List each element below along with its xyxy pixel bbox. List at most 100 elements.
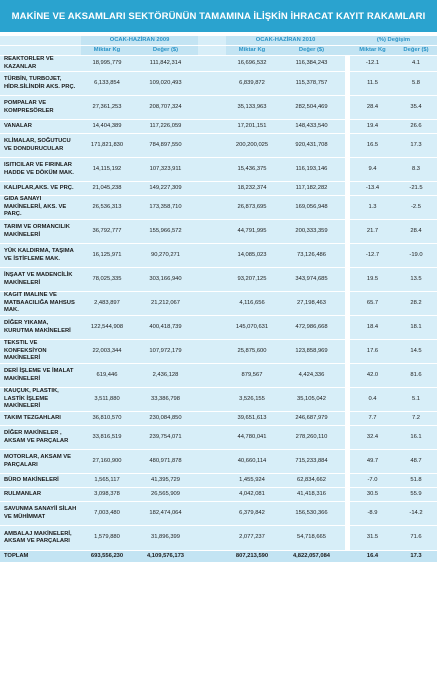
cell-v09: 117,226,059 [133,119,198,134]
cell-v09: 173,358,710 [133,195,198,220]
cell-dq: -13.4 [350,181,395,196]
cell-dq: 9.4 [350,157,395,182]
cell-v10: 278,260,110 [278,425,345,450]
cell-v10: 472,986,668 [278,315,345,340]
table-row: TAKIM TEZGAHLARI 36,810,570 230,084,850 39,… [0,411,437,426]
cell-v09: 208,707,324 [133,95,198,120]
cell-q09: 6,133,854 [81,71,133,96]
cell-dq: 17.6 [350,339,395,364]
cell-dv: 28.2 [395,291,437,316]
cell-q09: 122,544,908 [81,315,133,340]
cell-dv: 71.6 [395,525,437,551]
cell-dv: 48.7 [395,449,437,474]
cell-v09: 480,971,878 [133,449,198,474]
cell-q09: 22,003,344 [81,339,133,364]
cell-v09: 26,565,909 [133,487,198,502]
cell-v09: 41,395,729 [133,473,198,488]
header-period-2009: OCAK-HAZİRAN 2009 [81,36,198,46]
cell-dv: 8.3 [395,157,437,182]
row-label: DİĞER MAKİNELER , AKSAM VE PARÇALAR [0,425,81,450]
cell-dv: 26.6 [395,119,437,134]
cell-q09: 21,045,238 [81,181,133,196]
cell-q09: 619,446 [81,363,133,388]
header-row-periods: OCAK-HAZİRAN 2009 OCAK-HAZİRAN 2010 (%) … [0,36,437,46]
cell-dv: 4.1 [395,55,437,72]
cell-q09: 36,810,570 [81,411,133,426]
header-miktar-change: Miktar Kg [350,45,395,56]
cell-v10: 715,233,884 [278,449,345,474]
cell-q09: 1,565,117 [81,473,133,488]
cell-dv: 16.1 [395,425,437,450]
cell-v09: 784,897,550 [133,133,198,158]
cell-v09: 21,212,067 [133,291,198,316]
header-row-units: Miktar Kg Değer ($) Miktar Kg Değer ($) … [0,45,437,56]
cell-dq: -12.1 [350,55,395,72]
table-row: TEKSTİL VE KONFEKSİYON MAKİNELERİ 22,003,… [0,339,437,364]
cell-dv: 14.5 [395,339,437,364]
cell-v09: 239,754,071 [133,425,198,450]
cell-v10: 116,193,146 [278,157,345,182]
cell-v09: 31,896,399 [133,525,198,551]
cell-v10: 200,333,359 [278,219,345,244]
table-row: TÜRBİN, TURBOJET, HİDR.SİLİNDİR AKS. PRÇ… [0,71,437,96]
row-label: TÜRBİN, TURBOJET, HİDR.SİLİNDİR AKS. PRÇ… [0,71,81,96]
cell-q10: 93,207,125 [226,267,278,292]
cell-q09: 27,361,253 [81,95,133,120]
cell-v09: 2,436,128 [133,363,198,388]
header-deger-2010: Değer ($) [278,45,345,56]
table-row: POMPALAR VE KOMPRESÖRLER 27,361,253 208,70… [0,95,437,120]
cell-q10: 14,085,023 [226,243,278,268]
row-label: TEKSTİL VE KONFEKSİYON MAKİNELERİ [0,339,81,364]
cell-dq: 49.7 [350,449,395,474]
row-label: SAVUNMA SANAYİİ SİLAH VE MÜHİMMAT [0,501,81,526]
row-label: ISITICILAR VE FIRINLAR HADDE VE DÖKÜM MA… [0,157,81,182]
cell-dq: 1.3 [350,195,395,220]
row-label: DERİ İŞLEME VE İMALAT MAKİNELERİ [0,363,81,388]
cell-q10: 4,042,081 [226,487,278,502]
cell-v09: 149,227,309 [133,181,198,196]
cell-q10: 6,379,842 [226,501,278,526]
cell-q10: 26,873,695 [226,195,278,220]
cell-q09: 3,511,880 [81,387,133,412]
cell-dv: -14.2 [395,501,437,526]
cell-q10: 44,780,041 [226,425,278,450]
row-label: TAKIM TEZGAHLARI [0,411,81,426]
row-label: MOTORLAR, AKSAM VE PARÇALARI [0,449,81,474]
table-row: RULMANLAR 3,098,378 26,565,909 4,042,081 41,… [0,487,437,502]
table-row: YÜK KALDIRMA, TAŞIMA VE İSTİFLEME MAK. 16… [0,243,437,268]
table-row: DERİ İŞLEME VE İMALAT MAKİNELERİ 619,446 2… [0,363,437,388]
cell-dq: 11.5 [350,71,395,96]
header-deger-2009: Değer ($) [133,45,198,56]
table-row: VANALAR 14,404,389 117,226,059 17,201,151 14… [0,119,437,134]
cell-v10: 115,378,757 [278,71,345,96]
cell-v09: 303,166,940 [133,267,198,292]
table-row: AMBALAJ MAKİNELERİ, AKSAM VE PARÇALARI 1,… [0,525,437,551]
cell-q09: 1,579,880 [81,525,133,551]
table-row: KAUÇUK, PLASTİK, LASTİK İŞLEME MAKİNELER… [0,387,437,412]
cell-dq: 31.5 [350,525,395,551]
cell-dq: 19.5 [350,267,395,292]
table-row: KALIPLAR,AKS. VE PRÇ. 21,045,238 149,227,3… [0,181,437,196]
header-period-2010: OCAK-HAZİRAN 2010 [226,36,345,46]
cell-q09: 171,821,830 [81,133,133,158]
header-miktar-2009: Miktar Kg [81,45,133,56]
header-miktar-2010: Miktar Kg [226,45,278,56]
row-label: KAUÇUK, PLASTİK, LASTİK İŞLEME MAKİNELER… [0,387,81,412]
cell-q10: 1,455,924 [226,473,278,488]
cell-v09: 107,323,911 [133,157,198,182]
cell-dq: 32.4 [350,425,395,450]
cell-q10: 145,070,631 [226,315,278,340]
cell-q10: 200,200,025 [226,133,278,158]
cell-v10: 920,431,708 [278,133,345,158]
header-change: (%) Değişim [350,36,437,46]
cell-q10: 39,651,613 [226,411,278,426]
table-title: MAKİNE VE AKSAMLARI SEKTÖRÜNÜN TAMAMINA … [0,0,437,32]
cell-q10: 17,201,151 [226,119,278,134]
table-body: REAKTÖRLER VE KAZANLAR 18,995,779 111,842,… [0,55,437,563]
cell-q09: 3,098,378 [81,487,133,502]
cell-dq: 0.4 [350,387,395,412]
row-label: RULMANLAR [0,487,81,502]
cell-q09: 693,556,230 [81,550,133,563]
cell-v10: 35,105,042 [278,387,345,412]
cell-q10: 44,791,995 [226,219,278,244]
